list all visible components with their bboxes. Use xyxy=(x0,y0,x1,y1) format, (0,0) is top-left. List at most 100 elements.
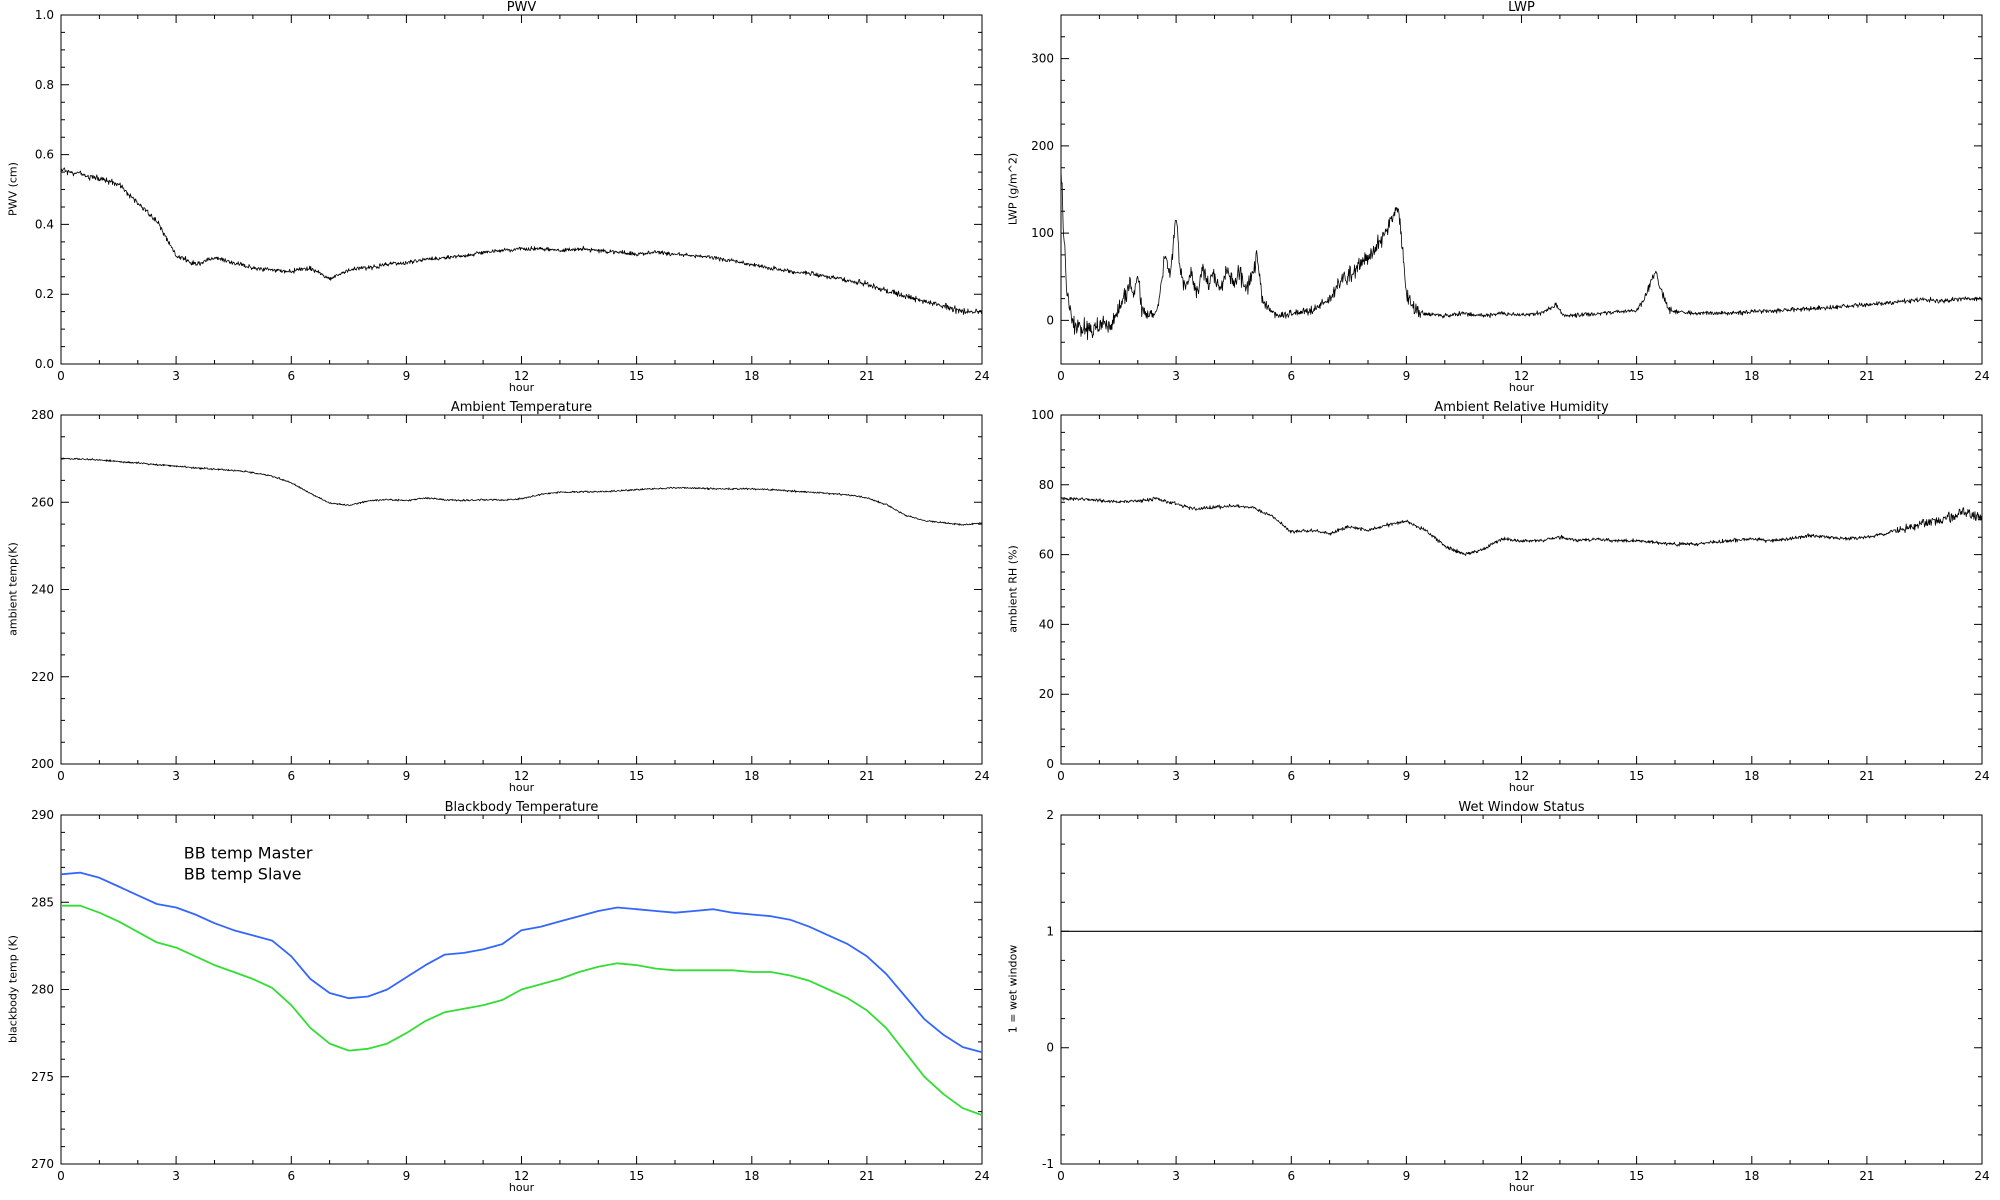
y-tick-label: 100 xyxy=(1031,226,1054,240)
ambient-temperature-series-ambient-temp xyxy=(60,457,983,526)
x-tick-label: 21 xyxy=(1859,769,1874,783)
x-tick-label: 9 xyxy=(1403,1169,1411,1183)
x-tick-label: 15 xyxy=(629,369,644,383)
pwv-plot: 0 3 6 9 12 15 18 21 24 0.0 0.2 0.4 0.6 0.8 1.0 xyxy=(35,8,990,383)
x-tick-label: 9 xyxy=(1403,369,1411,383)
blackbody-temperature-panel: 0 3 6 9 12 15 18 21 24 270 275 280 285 290 BB temp Mas… xyxy=(0,800,1000,1200)
y-tick-label: 1.0 xyxy=(35,8,54,22)
y-tick-label: 200 xyxy=(1031,139,1054,153)
y-tick-label: 0.4 xyxy=(35,217,54,231)
x-tick-label: 9 xyxy=(403,369,411,383)
tick-labels: 0 3 6 9 12 15 18 21 24 200 220 240 260 280 xyxy=(31,408,990,783)
y-tick-label: 0.0 xyxy=(35,357,54,371)
x-tick-label: 0 xyxy=(57,369,65,383)
blackbody-temperature-ylabel: blackbody temp (K) xyxy=(6,935,20,1043)
y-tick-label: 2 xyxy=(1046,808,1054,822)
y-tick-label: 220 xyxy=(31,670,54,684)
x-tick-label: 12 xyxy=(1514,1169,1529,1183)
axes xyxy=(60,14,983,365)
y-tick-label: 280 xyxy=(31,983,54,997)
tick-labels: 0 3 6 9 12 15 18 21 24 0 100 200 300 xyxy=(1031,52,1990,383)
axis-box xyxy=(1060,814,1983,1165)
lwp-ylabel: LWP (g/m^2) xyxy=(1006,152,1020,226)
y-tick-label: 0.8 xyxy=(35,78,54,92)
x-tick-label: 3 xyxy=(172,1169,180,1183)
ambient-rh-title: Ambient Relative Humidity xyxy=(1434,400,1609,415)
x-tick-label: 3 xyxy=(172,369,180,383)
ambient-temperature-ylabel: ambient temp(K) xyxy=(6,542,20,636)
pwv-title: PWV xyxy=(506,0,537,15)
ambient-temperature-title: Ambient Temperature xyxy=(450,400,593,415)
ambient-temperature-xlabel: hour xyxy=(508,781,535,794)
x-tick-label: 9 xyxy=(403,1169,411,1183)
x-tick-label: 24 xyxy=(1974,369,1989,383)
x-tick-label: 21 xyxy=(859,1169,874,1183)
x-tick-label: 21 xyxy=(1859,1169,1874,1183)
x-tick-label: 3 xyxy=(1172,369,1180,383)
x-tick-label: 18 xyxy=(1744,369,1759,383)
x-tick-label: 21 xyxy=(859,769,874,783)
x-tick-label: 12 xyxy=(514,769,529,783)
y-tick-label: 280 xyxy=(31,408,54,422)
x-tick-label: 6 xyxy=(287,769,295,783)
x-tick-label: 15 xyxy=(1629,1169,1644,1183)
axis-ticks xyxy=(1060,14,1983,365)
tick-labels: 0 3 6 9 12 15 18 21 24 0.0 0.2 0.4 0.6 0.8 1.0 xyxy=(35,8,990,383)
pwv-panel: 0 3 6 9 12 15 18 21 24 0.0 0.2 0.4 0.6 0.8 1.0 PWV PWV… xyxy=(0,0,1000,400)
y-tick-label: 270 xyxy=(31,1157,54,1171)
x-tick-label: 18 xyxy=(1744,1169,1759,1183)
blackbody-temperature-series-bb-temp-master xyxy=(60,871,983,1054)
x-tick-label: 0 xyxy=(1057,1169,1065,1183)
tick-labels: 0 3 6 9 12 15 18 21 24 0 20 40 60 80 100 xyxy=(1031,408,1990,783)
x-tick-label: 9 xyxy=(1403,769,1411,783)
x-tick-label: 15 xyxy=(629,1169,644,1183)
ambient-temperature-panel: 0 3 6 9 12 15 18 21 24 200 220 240 260 280 Ambient Te… xyxy=(0,400,1000,800)
ambient-rh-xlabel: hour xyxy=(1508,781,1535,794)
ambient-temperature-plot: 0 3 6 9 12 15 18 21 24 200 220 240 260 280 xyxy=(31,408,990,783)
x-tick-label: 21 xyxy=(859,369,874,383)
lwp-title: LWP xyxy=(1508,0,1535,15)
axes xyxy=(1060,14,1983,365)
x-tick-label: 0 xyxy=(57,769,65,783)
x-tick-label: 18 xyxy=(744,1169,759,1183)
pwv-ylabel: PWV (cm) xyxy=(6,162,20,216)
x-tick-label: 12 xyxy=(1514,769,1529,783)
blackbody-temperature-title: Blackbody Temperature xyxy=(444,800,599,815)
x-tick-label: 24 xyxy=(1974,1169,1989,1183)
x-tick-label: 24 xyxy=(974,369,989,383)
x-tick-label: 24 xyxy=(974,769,989,783)
x-tick-label: 18 xyxy=(744,769,759,783)
ambient-rh-plot: 0 3 6 9 12 15 18 21 24 0 20 40 60 80 100 xyxy=(1031,408,1990,783)
y-tick-label: 1 xyxy=(1046,924,1054,938)
pwv-xlabel: hour xyxy=(508,381,535,394)
axes xyxy=(60,414,983,765)
axes xyxy=(1060,414,1983,765)
y-tick-label: 285 xyxy=(31,895,54,909)
y-tick-label: 80 xyxy=(1039,478,1054,492)
x-tick-label: 6 xyxy=(1287,369,1295,383)
x-tick-label: 15 xyxy=(1629,369,1644,383)
y-tick-label: 300 xyxy=(1031,52,1054,66)
y-tick-label: 240 xyxy=(31,583,54,597)
x-tick-label: 6 xyxy=(1287,1169,1295,1183)
x-tick-label: 18 xyxy=(1744,769,1759,783)
axis-box xyxy=(60,414,983,765)
axis-ticks xyxy=(60,414,983,765)
x-tick-label: 12 xyxy=(514,369,529,383)
axis-ticks xyxy=(60,814,983,1165)
x-tick-label: 24 xyxy=(1974,769,1989,783)
axis-box xyxy=(1060,14,1983,365)
axis-box xyxy=(60,14,983,365)
tick-labels: 0 3 6 9 12 15 18 21 24 270 275 280 285 290 xyxy=(31,808,990,1183)
x-tick-label: 6 xyxy=(287,1169,295,1183)
ambient-rh-ylabel: ambient RH (%) xyxy=(1006,545,1020,633)
axis-ticks xyxy=(60,14,983,365)
y-tick-label: 0.6 xyxy=(35,148,54,162)
x-tick-label: 18 xyxy=(744,369,759,383)
lwp-series-lwp xyxy=(1060,170,1983,341)
y-tick-label: 20 xyxy=(1039,687,1054,701)
y-tick-label: -1 xyxy=(1042,1157,1054,1171)
lwp-xlabel: hour xyxy=(1508,381,1535,394)
